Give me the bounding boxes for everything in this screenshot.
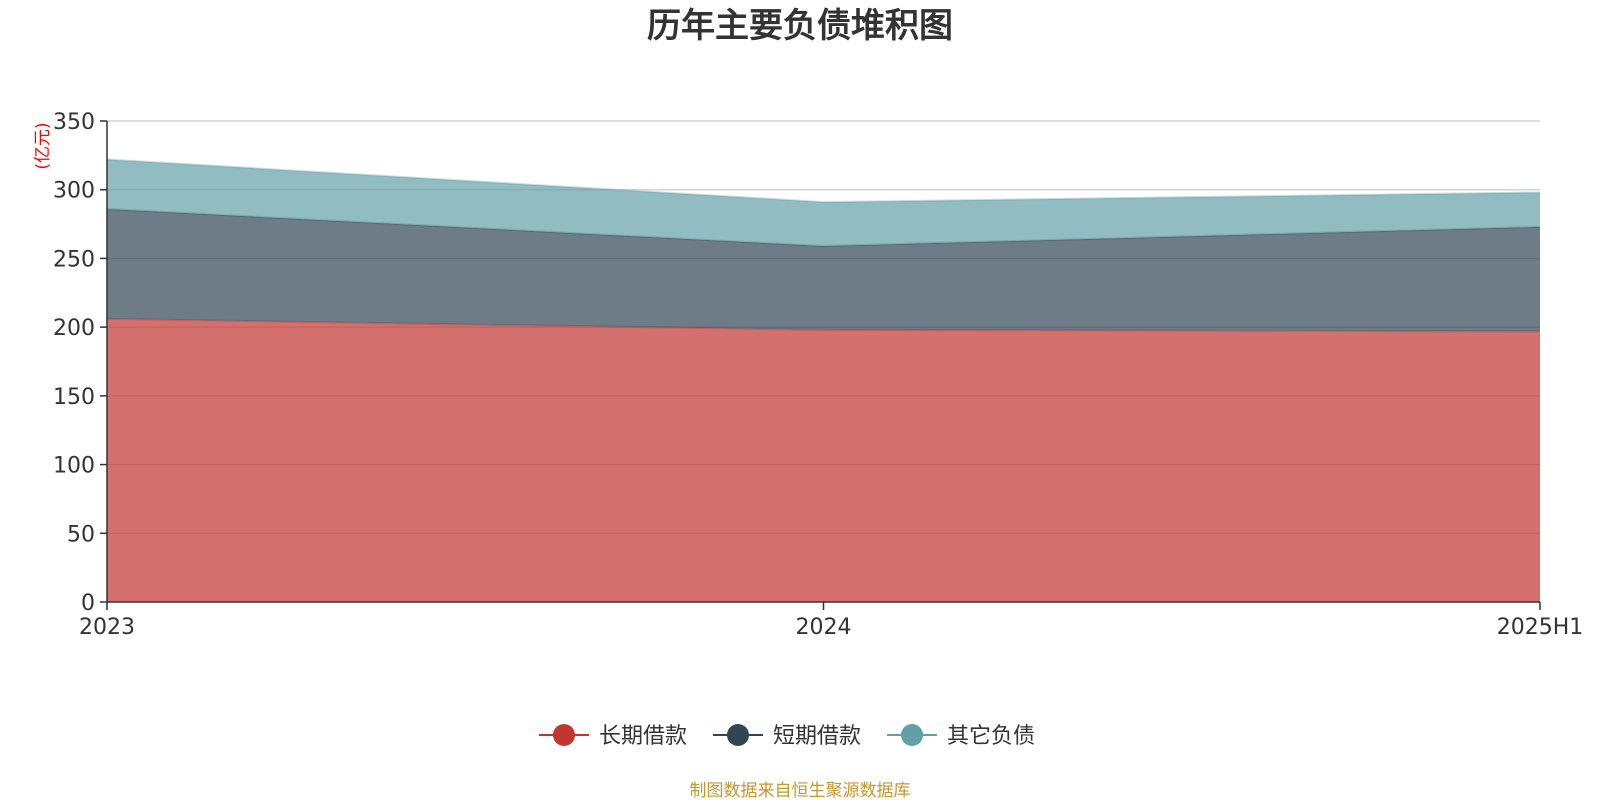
legend-label: 长期借款 — [599, 724, 687, 749]
y-axis-unit-label: (亿元) — [33, 122, 53, 169]
x-tick-label: 2023 — [79, 615, 135, 640]
legend-marker-icon — [727, 724, 749, 746]
y-tick-label: 300 — [53, 179, 95, 204]
y-tick-label: 150 — [53, 385, 95, 410]
legend[interactable]: 长期借款 短期借款 其它负债 — [539, 724, 1035, 749]
area-其它负债 — [107, 159, 1540, 247]
series-line-其它负债 — [106, 158, 1541, 204]
legend-marker-icon — [553, 724, 575, 746]
area-series — [106, 158, 1541, 602]
legend-marker-icon — [901, 724, 923, 746]
area-短期借款 — [107, 208, 1540, 332]
x-tick-label: 2024 — [796, 615, 852, 640]
x-tick-label: 2025H1 — [1497, 615, 1584, 640]
y-tick-label: 100 — [53, 454, 95, 479]
legend-label: 其它负债 — [947, 724, 1035, 749]
data-source-note: 制图数据来自恒生聚源数据库 — [690, 781, 911, 800]
y-tick-label: 200 — [53, 316, 95, 341]
legend-item-短期借款[interactable]: 短期借款 — [713, 724, 861, 749]
chart-title: 历年主要负债堆积图 — [647, 6, 953, 46]
y-tick-label: 50 — [67, 522, 95, 547]
y-tick-label: 350 — [53, 110, 95, 135]
legend-label: 短期借款 — [773, 724, 861, 749]
legend-item-其它负债[interactable]: 其它负债 — [887, 724, 1035, 749]
axes: 0 50 100 150 200 250 300 350 2023 2024 2025H1 — [53, 110, 1583, 640]
legend-item-长期借款[interactable]: 长期借款 — [539, 724, 687, 749]
y-tick-label: 250 — [53, 247, 95, 272]
area-长期借款 — [107, 318, 1540, 602]
y-tick-label: 0 — [81, 591, 95, 616]
